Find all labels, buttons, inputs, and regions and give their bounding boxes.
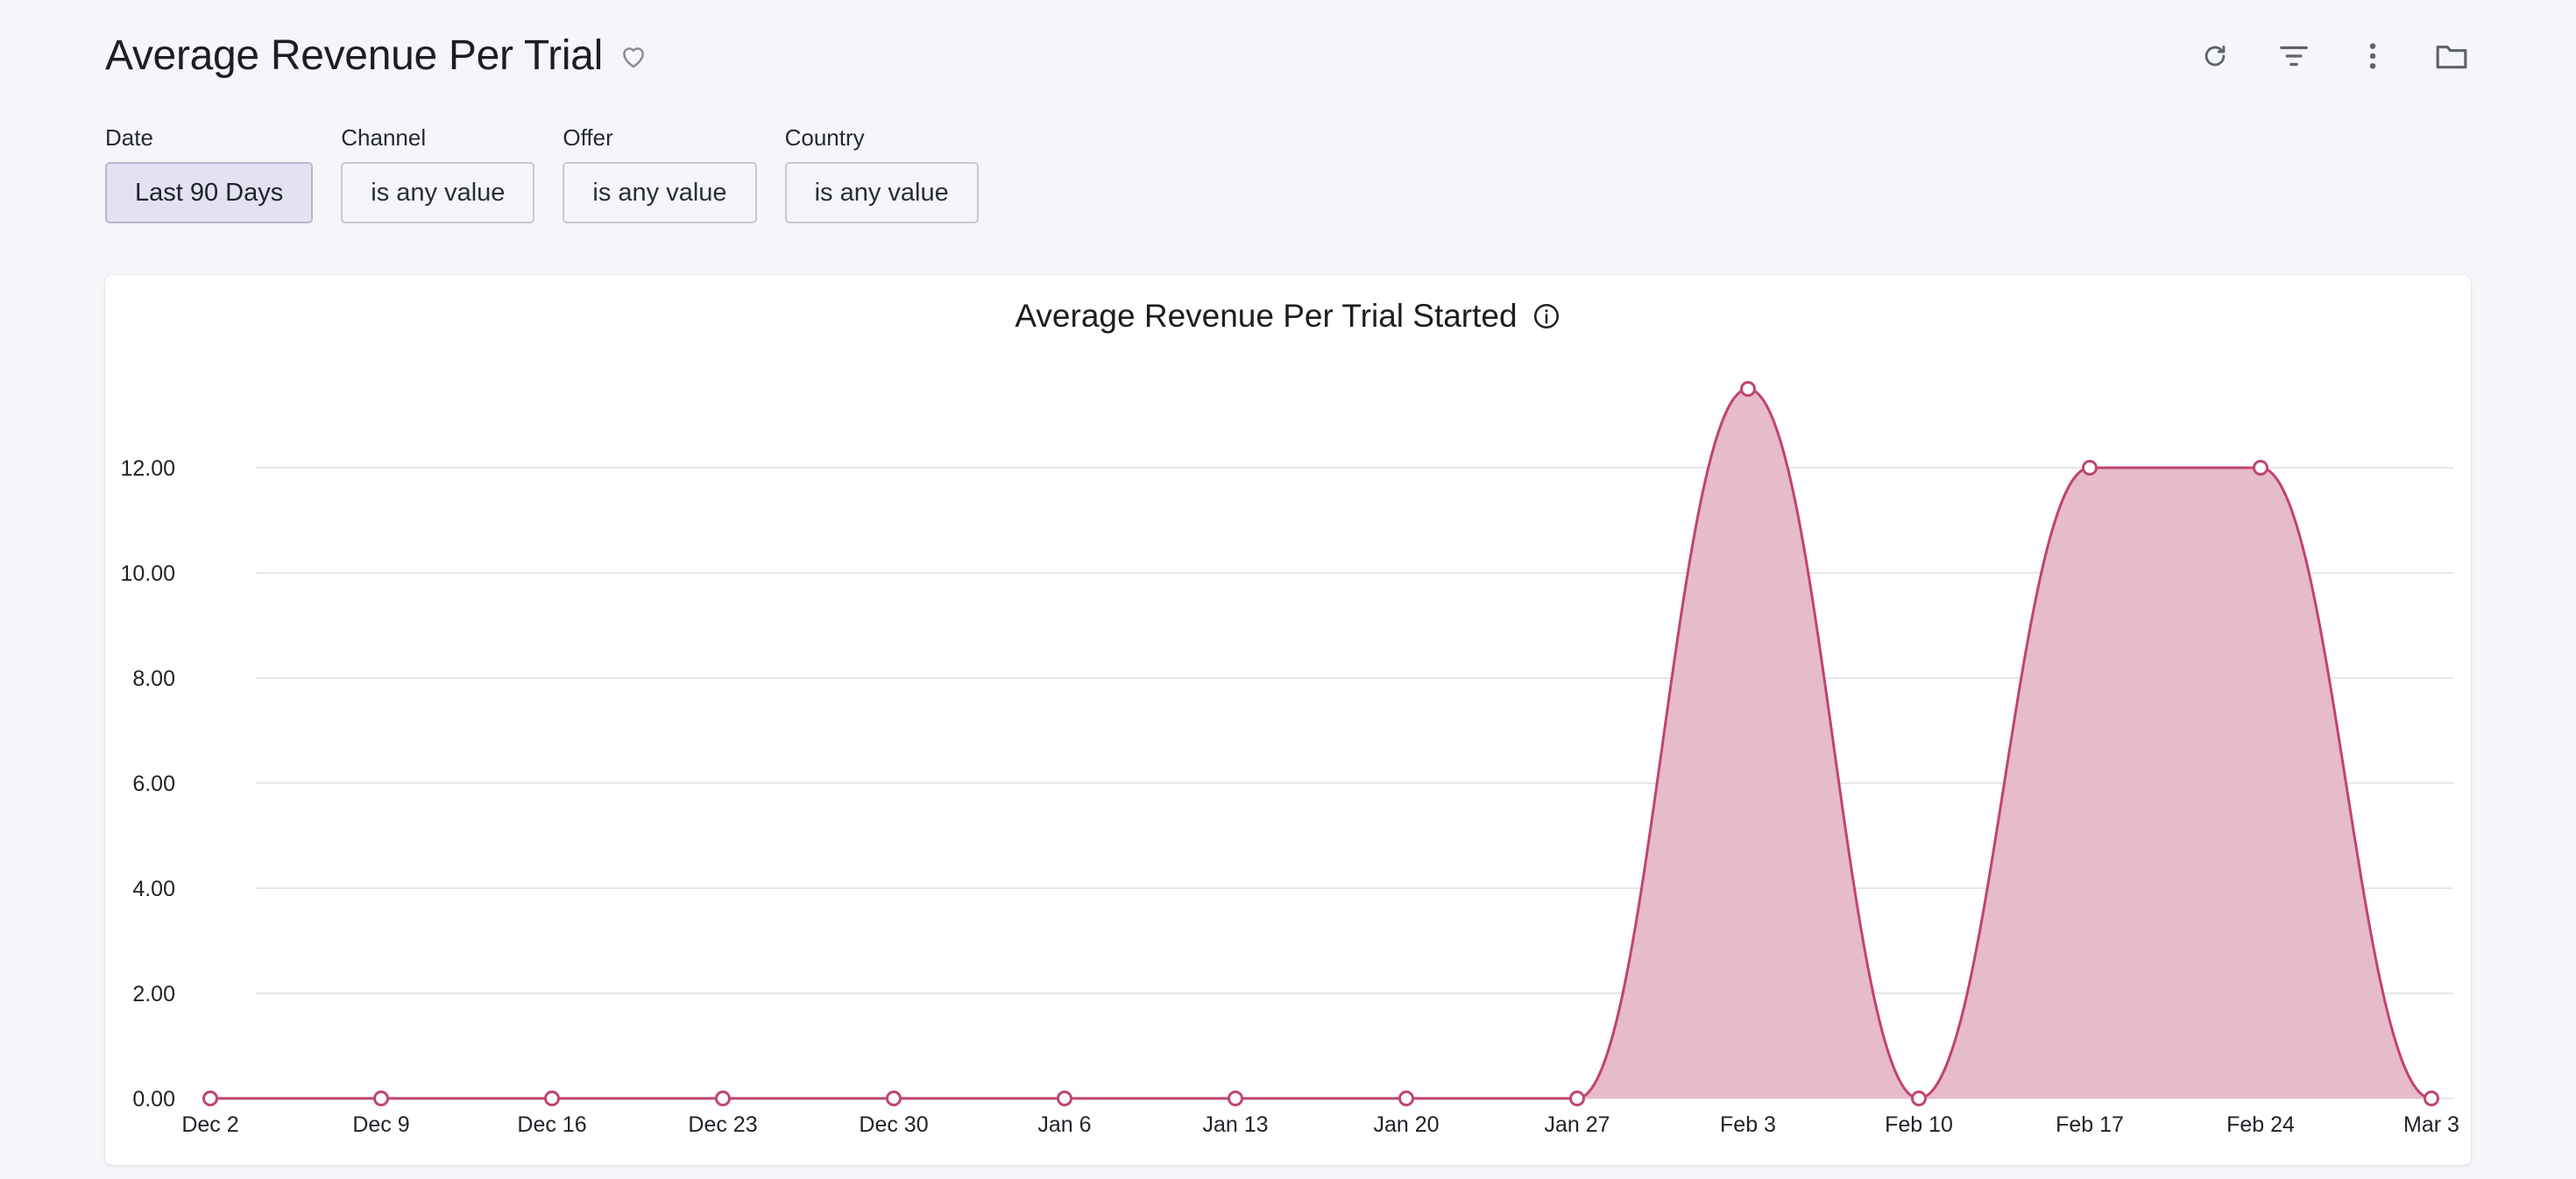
x-tick-label: Feb 17 <box>2056 1112 2124 1137</box>
x-tick-label: Jan 13 <box>1202 1112 1268 1137</box>
dashboard-toolbar <box>2196 37 2471 75</box>
y-tick-label: 12.00 <box>120 456 175 481</box>
data-point[interactable] <box>1398 1091 1414 1106</box>
data-point[interactable] <box>2082 460 2098 476</box>
filter-label: Date <box>105 124 153 151</box>
data-point[interactable] <box>1228 1091 1243 1106</box>
y-tick-label: 6.00 <box>132 772 175 796</box>
page-header: Average Revenue Per Trial <box>105 32 648 80</box>
x-tick-label: Dec 2 <box>181 1112 238 1137</box>
folder-icon[interactable] <box>2432 37 2471 75</box>
x-tick-label: Dec 30 <box>859 1112 928 1137</box>
y-tick-label: 8.00 <box>132 667 175 691</box>
data-point[interactable] <box>202 1091 218 1106</box>
x-tick-label: Feb 3 <box>1720 1112 1776 1137</box>
x-tick-label: Dec 16 <box>517 1112 586 1137</box>
heart-icon[interactable] <box>619 41 648 71</box>
x-tick-label: Feb 24 <box>2226 1112 2295 1137</box>
date-filter-button[interactable]: Last 90 Days <box>105 162 314 223</box>
data-point[interactable] <box>715 1091 731 1106</box>
filter-icon[interactable] <box>2275 37 2313 75</box>
x-tick-label: Jan 6 <box>1037 1112 1091 1137</box>
more-vert-icon[interactable] <box>2353 37 2392 75</box>
data-point[interactable] <box>2253 460 2268 476</box>
data-point[interactable] <box>1911 1091 1927 1106</box>
x-tick-label: Dec 9 <box>352 1112 409 1137</box>
series-area <box>210 389 2431 1098</box>
y-tick-label: 10.00 <box>120 561 175 586</box>
data-point[interactable] <box>373 1091 389 1106</box>
data-point[interactable] <box>1569 1091 1585 1106</box>
channel-filter-button[interactable]: is any value <box>341 162 535 223</box>
data-point[interactable] <box>1057 1091 1072 1106</box>
x-tick-label: Jan 20 <box>1373 1112 1439 1137</box>
offer-filter-button[interactable]: is any value <box>563 162 757 223</box>
filter-label: Country <box>784 124 865 151</box>
filter-offer: Offer is any value <box>563 124 757 223</box>
y-tick-label: 4.00 <box>132 877 175 901</box>
data-points <box>202 381 2439 1106</box>
filter-label: Offer <box>563 124 613 151</box>
filter-bar: Date Last 90 Days Channel is any value O… <box>105 124 979 223</box>
filter-label: Channel <box>341 124 427 151</box>
data-point[interactable] <box>544 1091 560 1106</box>
x-tick-label: Jan 27 <box>1544 1112 1610 1137</box>
page-title: Average Revenue Per Trial <box>105 32 603 79</box>
chart-header: Average Revenue Per Trial Started <box>105 298 2471 335</box>
country-filter-button[interactable]: is any value <box>784 162 979 223</box>
chart-title: Average Revenue Per Trial Started <box>1015 298 1518 334</box>
series-line <box>210 387 2432 1100</box>
filter-country: Country is any value <box>784 124 979 223</box>
y-tick-label: 2.00 <box>132 982 175 1006</box>
refresh-icon[interactable] <box>2196 37 2234 75</box>
y-tick-label: 0.00 <box>132 1087 175 1112</box>
filter-date: Date Last 90 Days <box>105 124 314 223</box>
x-tick-label: Feb 10 <box>1885 1112 1953 1137</box>
filter-channel: Channel is any value <box>341 124 535 223</box>
info-icon[interactable] <box>1532 301 1561 331</box>
area-chart: 0.00 2.00 4.00 6.00 8.00 10.00 12.00 Dec 2 Dec 9… <box>120 381 2459 1137</box>
data-point[interactable] <box>886 1091 902 1106</box>
x-axis: Dec 2 Dec 9 Dec 16 Dec 23 Dec 30 Jan 6 Jan 13 J… <box>181 1112 2459 1137</box>
x-tick-label: Mar 3 <box>2403 1112 2459 1137</box>
data-point[interactable] <box>2424 1091 2439 1106</box>
chart-card: 0.00 2.00 4.00 6.00 8.00 10.00 12.00 Dec 2 Dec 9… <box>105 275 2471 1165</box>
x-tick-label: Dec 23 <box>688 1112 757 1137</box>
data-point[interactable] <box>1740 381 1756 397</box>
